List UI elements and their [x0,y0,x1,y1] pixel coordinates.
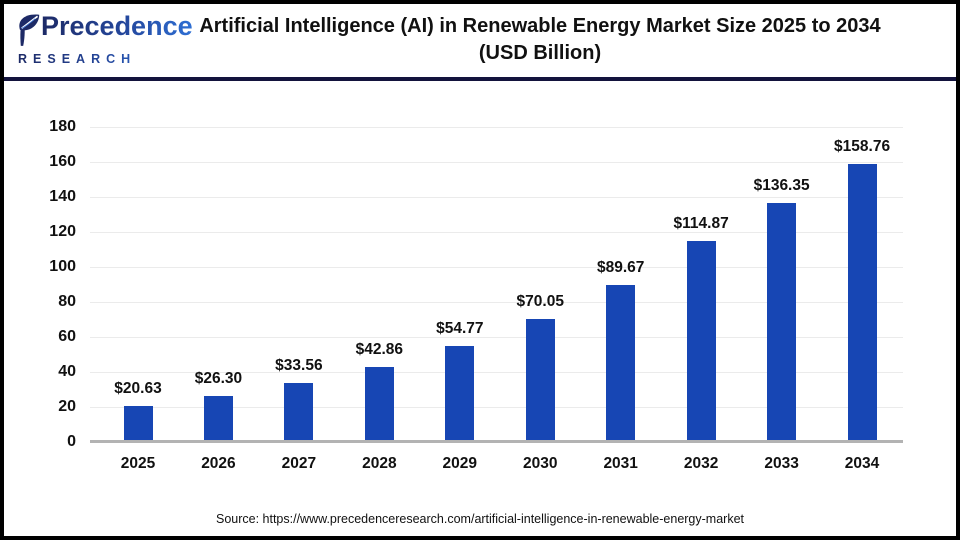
gridline [90,372,903,373]
x-tick-label-2034: 2034 [844,455,880,472]
header: Precedence RESEARCH Artificial Intellige… [4,4,956,81]
x-tick-label-2025: 2025 [120,455,156,472]
bar-2027 [284,383,314,442]
y-tick-label: 120 [49,223,76,240]
bar-value-label-2034: $158.76 [834,138,891,156]
page-title-line2: (USD Billion) [478,42,602,64]
bar-value-label-2030: $70.05 [516,293,564,311]
y-tick-label: 160 [49,153,76,170]
bar-2033 [767,203,797,442]
y-tick-label: 0 [67,433,76,450]
bar-value-label-2027: $33.56 [275,357,323,375]
y-axis-labels: 0 20 40 60 80 100 120 140 160 180 [4,118,76,450]
x-tick-label-2030: 2030 [523,455,558,472]
x-tick-label-2029: 2029 [442,455,478,472]
bar-value-label-2032: $114.87 [673,214,729,232]
x-tick-label-2028: 2028 [362,455,397,472]
y-tick-label: 180 [49,118,76,135]
x-axis-line [90,440,903,443]
page-title-line1: Artificial Intelligence (AI) in Renewabl… [199,15,881,37]
bar-2030 [525,319,555,442]
bar-2025 [123,405,153,442]
bar-2032 [686,240,716,442]
page-title: Artificial Intelligence (AI) in Renewabl… [160,13,920,67]
logo-brand-text: Precedence [41,11,193,41]
bar-2026 [203,395,233,442]
gridline [90,127,903,128]
y-tick-label: 100 [49,258,76,275]
gridline [90,197,903,198]
bar-value-label-2029: $54.77 [436,320,484,338]
bar-2034 [847,164,877,442]
gridline [90,407,903,408]
precedence-leaf-logo-icon [16,13,40,51]
bar-value-label-2028: $42.86 [355,340,404,358]
gridline [90,162,903,163]
x-tick-label-2031: 2031 [603,455,638,472]
gridline [90,267,903,268]
bar-value-label-2033: $136.35 [753,177,810,195]
bar-2031 [606,285,636,442]
y-tick-label: 60 [58,328,76,345]
bar-value-label-2026: $26.30 [194,369,243,387]
y-tick-label: 20 [58,398,76,415]
x-axis-labels: 2025 2026 2027 2028 2029 2030 2031 2032 2033 2034 [90,455,903,477]
y-tick-label: 40 [58,363,76,380]
gridline [90,337,903,338]
x-tick-label-2026: 2026 [201,455,236,472]
logo-sub-text: RESEARCH [18,52,176,66]
x-tick-label-2033: 2033 [764,455,799,472]
gridline [90,232,903,233]
bar-value-label-2025: $20.63 [114,379,162,397]
precedence-logo: Precedence RESEARCH [16,11,193,66]
source-note: Source: https://www.precedenceresearch.c… [215,512,744,526]
y-tick-label: 80 [58,293,76,310]
gridline [90,302,903,303]
bar-value-label-2031: $89.67 [596,259,645,277]
bar-2029 [445,346,475,442]
x-tick-label-2027: 2027 [281,455,317,472]
x-tick-label-2032: 2032 [683,455,719,472]
bar-2028 [364,366,394,442]
y-tick-label: 140 [49,188,76,205]
plot-area: $20.63 $26.30 $33.56 $42.86 $54.77 $70.05 $89.… [90,127,903,443]
